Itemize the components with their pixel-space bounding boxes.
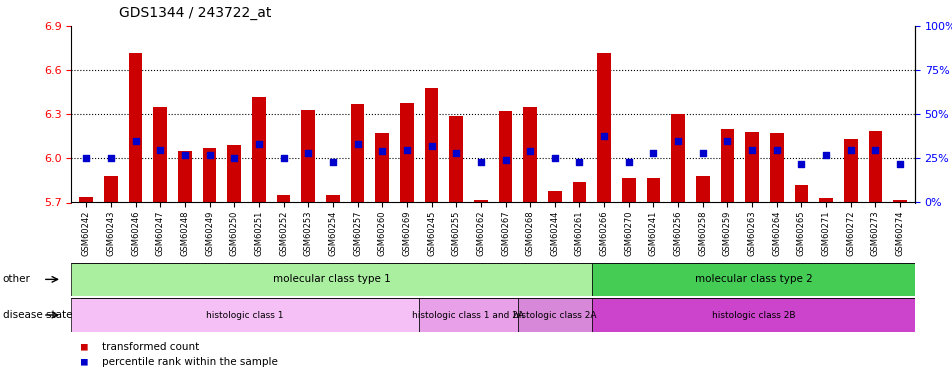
Text: molecular class type 2: molecular class type 2: [694, 274, 812, 284]
Bar: [301, 110, 315, 202]
Bar: [71, 262, 592, 296]
Point: [571, 159, 586, 165]
Point: [596, 132, 611, 138]
Point: [325, 159, 340, 165]
Point: [448, 150, 464, 156]
Point: [694, 150, 709, 156]
Bar: [252, 97, 266, 202]
Point: [546, 156, 562, 162]
Point: [843, 147, 858, 153]
Bar: [843, 140, 857, 202]
Point: [621, 159, 636, 165]
Point: [128, 138, 143, 144]
Bar: [867, 130, 882, 203]
Bar: [375, 134, 388, 202]
Bar: [350, 104, 364, 202]
Bar: [228, 145, 241, 202]
Point: [768, 147, 783, 153]
Bar: [418, 298, 518, 332]
Point: [818, 152, 833, 158]
Bar: [71, 298, 418, 332]
Bar: [597, 53, 610, 202]
Point: [522, 148, 537, 154]
Bar: [523, 107, 536, 202]
Bar: [473, 200, 487, 202]
Bar: [449, 116, 463, 202]
Text: other: other: [3, 274, 30, 284]
Bar: [720, 129, 733, 203]
Bar: [892, 200, 906, 202]
Bar: [622, 177, 635, 203]
Point: [719, 138, 734, 144]
Bar: [670, 114, 684, 202]
Point: [349, 141, 365, 147]
Point: [473, 159, 488, 165]
Bar: [572, 182, 585, 203]
Text: histologic class 2B: histologic class 2B: [711, 310, 795, 320]
Point: [152, 147, 168, 153]
Bar: [518, 298, 592, 332]
Bar: [153, 107, 167, 202]
Text: histologic class 2A: histologic class 2A: [513, 310, 596, 320]
Point: [399, 147, 414, 153]
Bar: [425, 88, 438, 202]
Text: molecular class type 1: molecular class type 1: [273, 274, 390, 284]
Point: [891, 161, 906, 167]
Bar: [592, 262, 914, 296]
Text: histologic class 1 and 2A: histologic class 1 and 2A: [412, 310, 524, 320]
Text: ■: ■: [81, 357, 88, 367]
Point: [227, 156, 242, 162]
Bar: [498, 111, 512, 202]
Point: [251, 141, 267, 147]
Point: [374, 148, 389, 154]
Text: disease state: disease state: [3, 310, 72, 320]
Bar: [276, 195, 290, 202]
Point: [670, 138, 685, 144]
Text: percentile rank within the sample: percentile rank within the sample: [102, 357, 278, 367]
Bar: [400, 103, 413, 202]
Point: [793, 161, 808, 167]
Point: [79, 156, 94, 162]
Bar: [695, 176, 709, 203]
Point: [177, 152, 192, 158]
Text: GDS1344 / 243722_at: GDS1344 / 243722_at: [119, 6, 271, 20]
Bar: [794, 185, 807, 202]
Bar: [547, 191, 561, 202]
Point: [424, 143, 439, 149]
Point: [744, 147, 759, 153]
Point: [300, 150, 315, 156]
Bar: [744, 132, 758, 202]
Text: ■: ■: [81, 342, 88, 352]
Bar: [203, 148, 216, 202]
Bar: [769, 134, 783, 202]
Text: histologic class 1: histologic class 1: [207, 310, 284, 320]
Bar: [592, 298, 914, 332]
Bar: [129, 53, 142, 202]
Point: [867, 147, 883, 153]
Bar: [79, 196, 93, 202]
Bar: [178, 151, 191, 202]
Point: [497, 157, 512, 163]
Point: [202, 152, 217, 158]
Text: transformed count: transformed count: [102, 342, 199, 352]
Bar: [326, 195, 339, 202]
Bar: [819, 198, 832, 202]
Point: [645, 150, 661, 156]
Bar: [104, 176, 118, 203]
Point: [103, 156, 118, 162]
Bar: [646, 177, 660, 203]
Point: [276, 156, 291, 162]
